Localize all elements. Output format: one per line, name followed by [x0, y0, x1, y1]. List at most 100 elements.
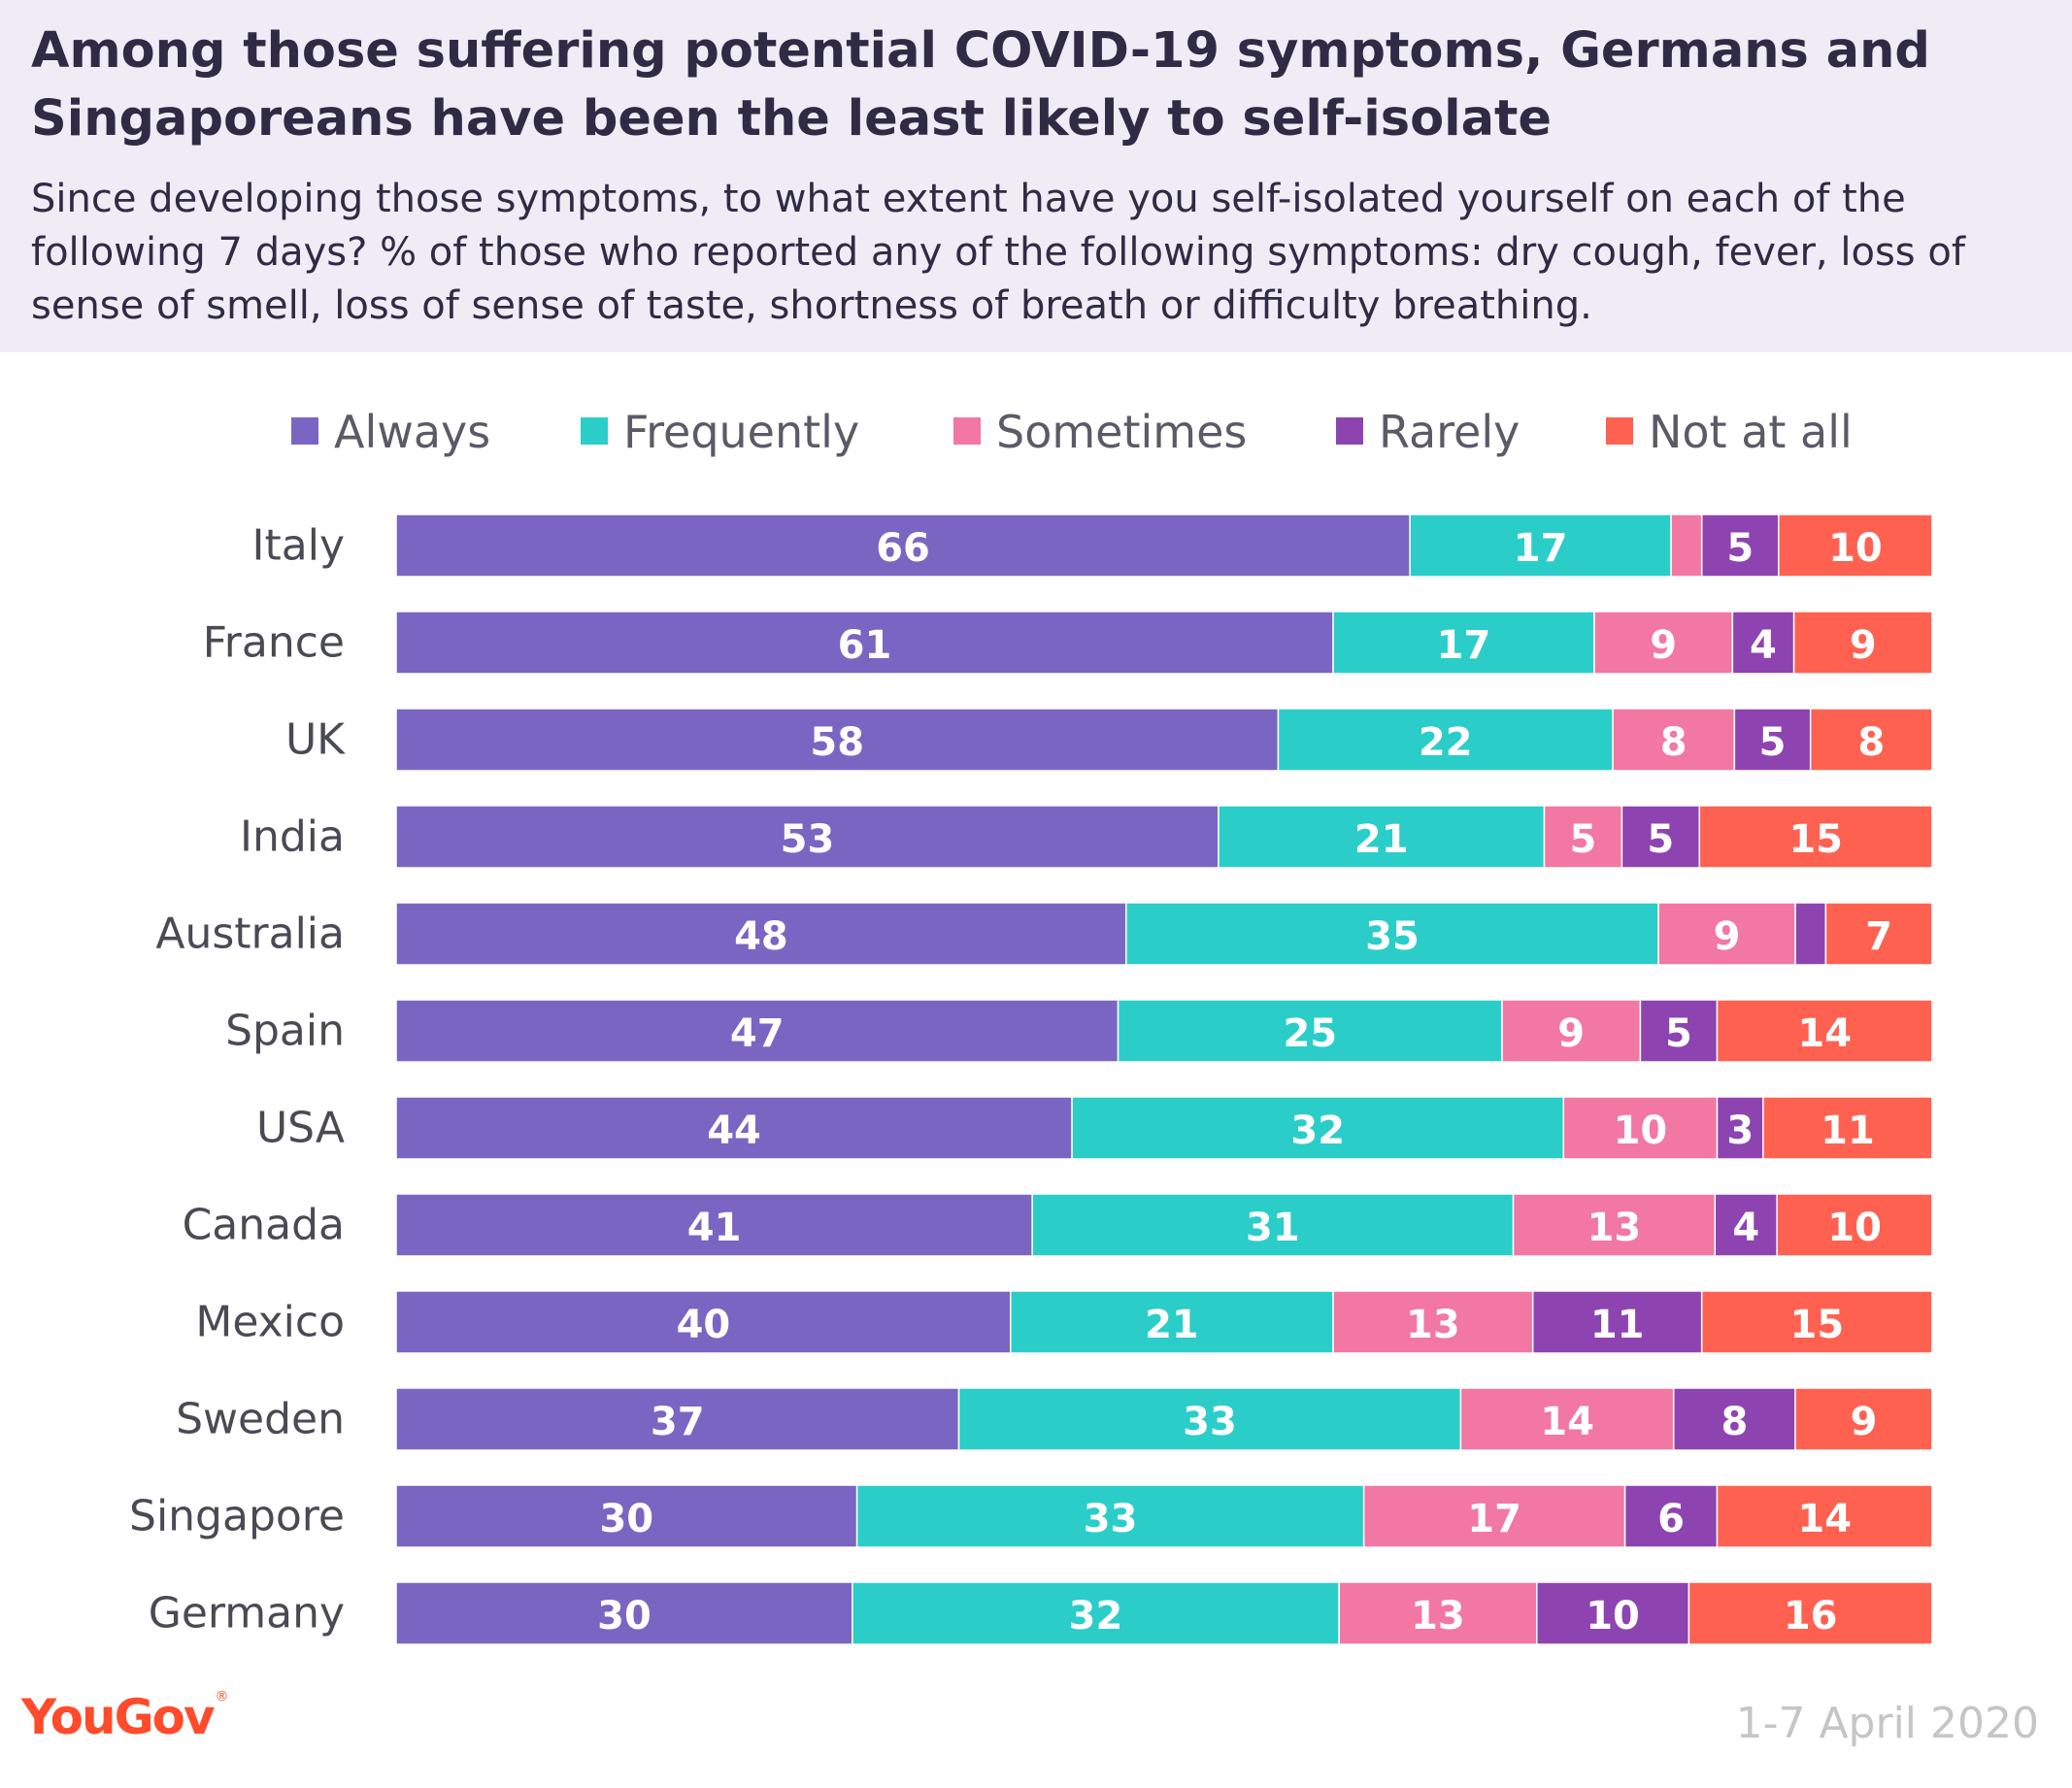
category-label-italy: Italy: [252, 521, 345, 571]
value-label-mexico-always: 40: [677, 1303, 731, 1347]
bar-germany-sometimes: [1338, 1581, 1538, 1645]
value-label-australia-not-at-all: 7: [1865, 914, 1892, 959]
category-label-australia: Australia: [155, 910, 345, 959]
bar-italy-sometimes: [1670, 513, 1703, 578]
value-label-mexico-rarely: 11: [1590, 1303, 1645, 1347]
legend-swatch-rarely: [1336, 417, 1363, 445]
bar-usa-frequently: [1071, 1096, 1565, 1160]
legend-label-frequently: Frequently: [623, 406, 860, 458]
category-label-uk: UK: [285, 715, 346, 765]
bar-australia-not-at-all: [1824, 902, 1933, 966]
bar-india-not-at-all: [1698, 805, 1933, 869]
category-label-usa: USA: [256, 1104, 345, 1153]
bar-sweden-rarely: [1672, 1387, 1796, 1451]
value-label-italy-always: 66: [876, 526, 930, 571]
bar-canada-not-at-all: [1776, 1193, 1933, 1257]
value-label-usa-not-at-all: 11: [1821, 1109, 1875, 1153]
bar-sweden-frequently: [957, 1387, 1462, 1451]
bar-canada-rarely: [1714, 1193, 1778, 1257]
bar-italy-rarely: [1700, 513, 1780, 578]
yougov-logo: YouGov ®: [21, 1689, 229, 1745]
value-label-italy-not-at-all: 10: [1828, 526, 1883, 571]
category-label-canada: Canada: [183, 1201, 345, 1250]
bar-india-frequently: [1218, 805, 1546, 869]
category-label-mexico: Mexico: [195, 1298, 345, 1347]
bar-singapore-always: [395, 1484, 858, 1548]
value-label-usa-rarely: 3: [1726, 1109, 1754, 1153]
bar-usa-rarely: [1716, 1096, 1764, 1160]
value-label-spain-frequently: 25: [1283, 1011, 1337, 1056]
value-label-france-sometimes: 9: [1650, 623, 1677, 668]
chart-title: Among those suffering potential COVID-19…: [31, 22, 1930, 148]
bar-india-always: [395, 805, 1220, 869]
value-label-canada-always: 41: [687, 1206, 742, 1250]
bar-germany-frequently: [852, 1581, 1340, 1645]
chart-subtitle: Since developing those symptoms, to what…: [31, 177, 1965, 328]
value-label-india-rarely: 5: [1647, 817, 1674, 862]
value-label-france-rarely: 4: [1750, 623, 1777, 668]
bar-singapore-sometimes: [1362, 1484, 1626, 1548]
value-label-mexico-not-at-all: 15: [1790, 1303, 1845, 1347]
value-label-australia-always: 48: [734, 914, 788, 959]
value-label-mexico-frequently: 21: [1145, 1303, 1199, 1347]
value-label-india-frequently: 21: [1354, 817, 1409, 862]
value-label-spain-always: 47: [730, 1011, 785, 1056]
bar-canada-frequently: [1031, 1193, 1515, 1257]
value-label-singapore-frequently: 33: [1084, 1497, 1138, 1541]
category-label-france: France: [203, 618, 345, 668]
bar-france-frequently: [1332, 611, 1595, 675]
value-label-uk-frequently: 22: [1419, 720, 1473, 765]
value-label-uk-not-at-all: 8: [1857, 720, 1885, 765]
legend-swatch-sometimes: [953, 417, 981, 445]
bar-usa-not-at-all: [1762, 1096, 1933, 1160]
value-label-india-not-at-all: 15: [1788, 817, 1843, 862]
bar-sweden-always: [395, 1387, 960, 1451]
bar-uk-sometimes: [1612, 708, 1736, 772]
bar-uk-rarely: [1733, 708, 1812, 772]
legend-swatch-frequently: [581, 417, 608, 445]
value-label-usa-frequently: 32: [1290, 1109, 1345, 1153]
bar-spain-always: [395, 999, 1120, 1063]
value-label-germany-rarely: 10: [1586, 1594, 1640, 1639]
bar-mexico-sometimes: [1332, 1290, 1534, 1354]
bar-canada-always: [395, 1193, 1033, 1257]
value-label-germany-always: 30: [597, 1594, 652, 1639]
value-label-canada-sometimes: 13: [1587, 1206, 1642, 1250]
value-label-france-not-at-all: 9: [1850, 623, 1877, 668]
value-label-uk-rarely: 5: [1759, 720, 1787, 765]
bar-usa-always: [395, 1096, 1073, 1160]
bar-sweden-not-at-all: [1794, 1387, 1933, 1451]
legend-label-sometimes: Sometimes: [996, 406, 1248, 458]
value-label-usa-always: 44: [707, 1109, 761, 1153]
bar-uk-not-at-all: [1809, 708, 1933, 772]
legend-label-rarely: Rarely: [1379, 406, 1521, 458]
value-label-canada-rarely: 4: [1732, 1206, 1759, 1250]
category-label-spain: Spain: [225, 1007, 345, 1056]
value-label-sweden-sometimes: 14: [1540, 1400, 1594, 1444]
value-label-sweden-rarely: 8: [1721, 1400, 1748, 1444]
bar-spain-frequently: [1117, 999, 1503, 1063]
legend-label-always: Always: [334, 406, 491, 458]
bar-mexico-rarely: [1531, 1290, 1703, 1354]
category-label-india: India: [240, 812, 345, 862]
category-label-germany: Germany: [149, 1589, 345, 1639]
bar-germany-always: [395, 1581, 853, 1645]
value-label-australia-sometimes: 9: [1714, 914, 1741, 959]
bar-mexico-always: [395, 1290, 1012, 1354]
value-label-spain-not-at-all: 14: [1797, 1011, 1852, 1056]
bar-uk-always: [395, 708, 1280, 772]
value-label-sweden-always: 37: [651, 1400, 705, 1444]
value-label-france-frequently: 17: [1437, 623, 1491, 668]
value-label-india-sometimes: 5: [1570, 817, 1597, 862]
value-label-uk-always: 58: [810, 720, 864, 765]
bar-france-sometimes: [1593, 611, 1734, 675]
logo-text: YouGov: [21, 1689, 216, 1745]
bar-singapore-rarely: [1623, 1484, 1719, 1548]
survey-date: 1-7 April 2020: [1735, 1699, 2039, 1748]
value-label-uk-sometimes: 8: [1660, 720, 1688, 765]
bar-spain-not-at-all: [1716, 999, 1933, 1063]
legend-swatch-not-at-all: [1606, 417, 1633, 445]
bar-france-rarely: [1731, 611, 1795, 675]
value-label-australia-frequently: 35: [1365, 914, 1420, 959]
bar-australia-sometimes: [1657, 902, 1796, 966]
